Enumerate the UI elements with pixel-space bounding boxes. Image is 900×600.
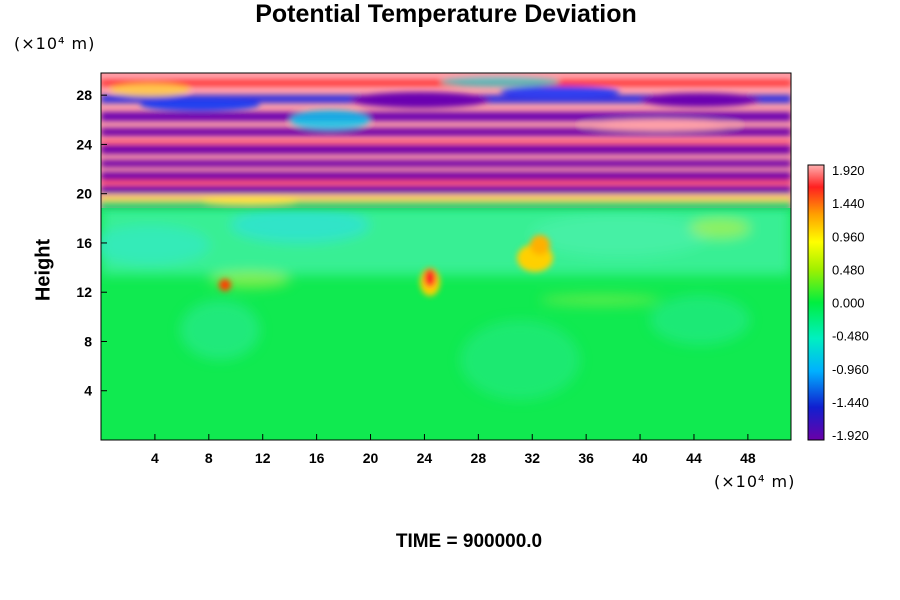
colorbar-scale [807,164,825,441]
colorbar: 1.920 1.440 0.960 0.480 0.000 -0.480 -0.960 -1.… [807,163,869,443]
x-tick-label: 28 [471,450,487,466]
colorbar-tick-label: -0.960 [832,362,869,377]
time-annotation: TIME = 900000.0 [395,531,543,552]
plot-frame [100,72,792,441]
y-tick-label: 20 [76,186,92,202]
colorbar-tick-label: 1.440 [832,196,865,211]
x-tick-label: 36 [578,450,594,466]
x-tick-label: 20 [363,450,379,466]
y-tick-label: 8 [84,333,92,349]
y-tick-label: 28 [76,87,92,103]
x-tick-label: 24 [417,450,433,466]
heatmap-field [101,73,791,440]
y-axis-ticks: 4 8 12 16 20 24 28 [76,87,107,399]
y-tick-label: 16 [76,235,92,251]
x-tick-label: 44 [686,450,702,466]
y-tick-label: 12 [76,284,92,300]
warm-plumes [219,235,553,296]
colorbar-tick-label: 1.920 [832,163,865,178]
x-axis-ticks: 4 8 12 16 20 24 28 32 36 40 44 48 [151,434,756,466]
x-tick-label: 48 [740,450,756,466]
colorbar-tick-label: 0.000 [832,296,865,311]
x-tick-label: 12 [255,450,271,466]
troposphere-texture [101,205,791,400]
colorbar-tick-label: 0.480 [832,262,865,277]
y-axis-unit: (×10⁴ m) [14,34,96,53]
x-tick-label: 8 [205,450,213,466]
x-tick-label: 16 [309,450,325,466]
x-tick-label: 32 [524,450,540,466]
colorbar-ticks: 1.920 1.440 0.960 0.480 0.000 -0.480 -0.960 -1.… [832,163,869,443]
x-axis-unit: (×10⁴ m) [714,472,796,491]
colorbar-tick-label: -1.440 [832,395,869,410]
x-tick-label: 4 [151,450,159,466]
chart-title: Potential Temperature Deviation [255,0,637,28]
colorbar-tick-label: -0.480 [832,329,869,344]
y-tick-label: 4 [84,383,92,399]
colorbar-tick-label: 0.960 [832,229,865,244]
x-tick-label: 40 [632,450,648,466]
y-tick-label: 24 [76,136,92,152]
colorbar-tick-label: -1.920 [832,428,869,443]
stratified-layers [101,73,791,210]
